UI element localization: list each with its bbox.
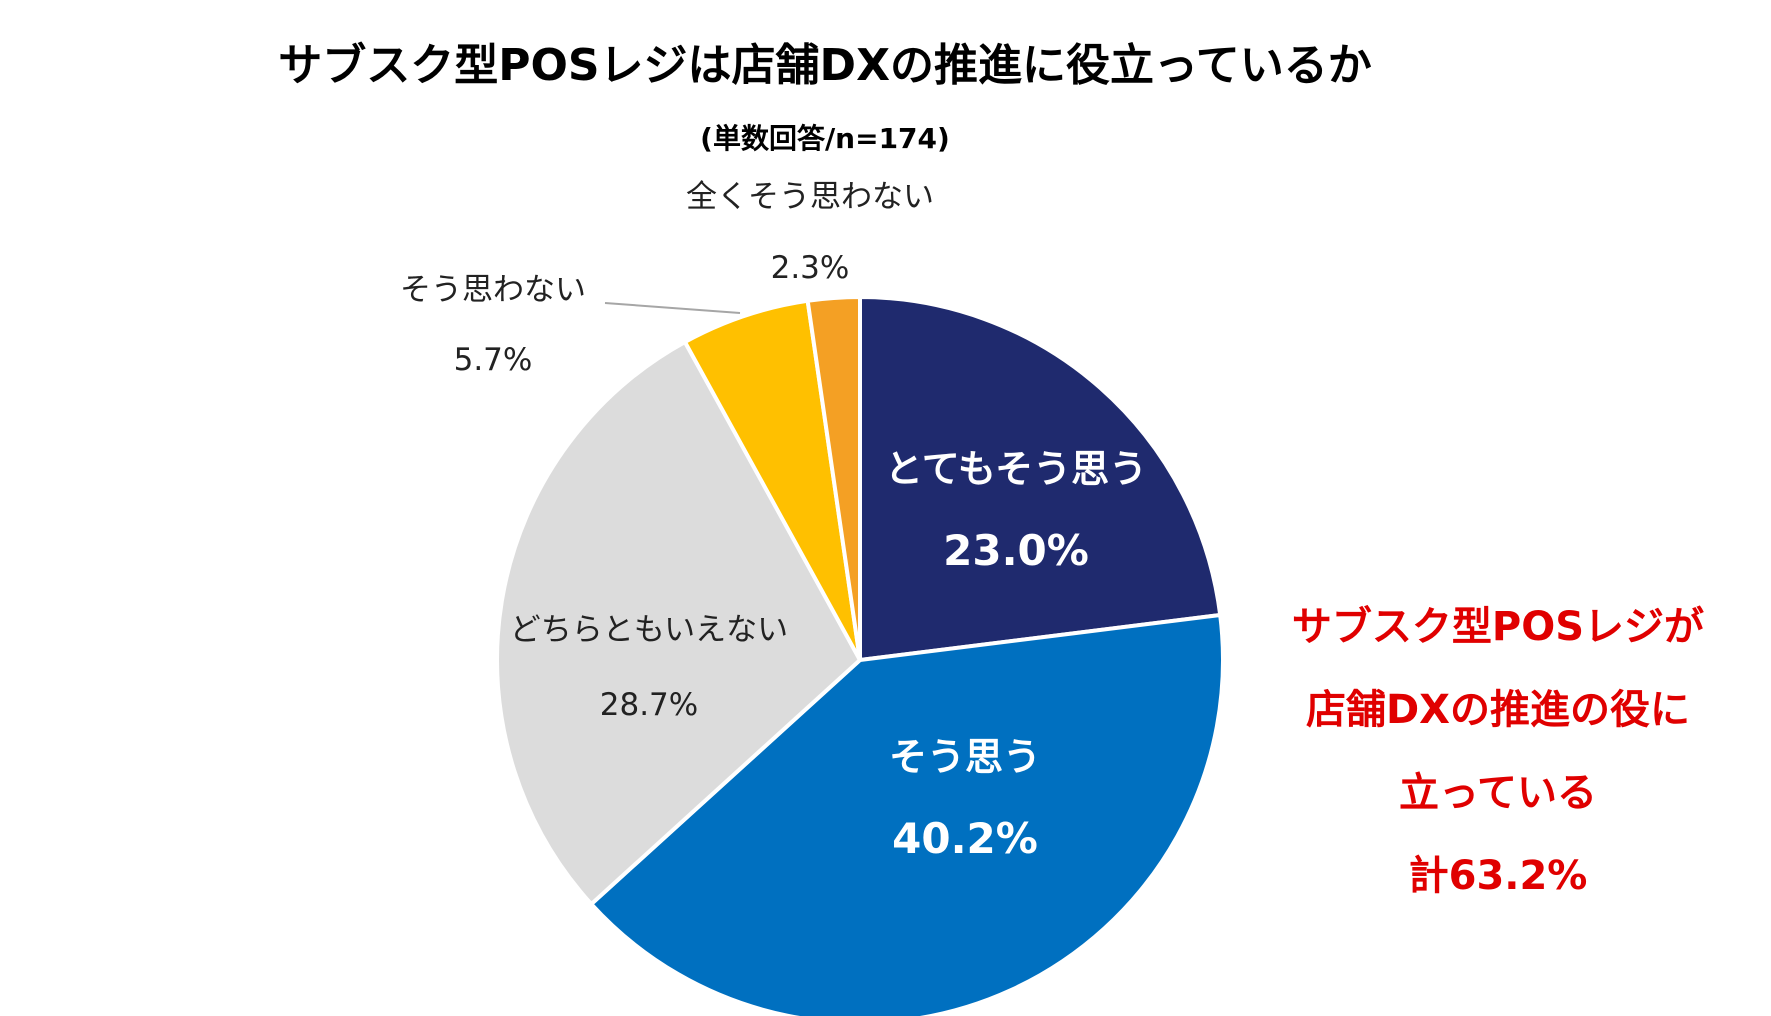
slice-value-label: 5.7% [454,342,533,378]
chart-subtitle: (単数回答/n=174) [700,122,950,155]
slice-label: そう思わない [400,272,586,308]
slice-label: どちらともいえない [510,612,788,648]
slice-label: とてもそう思う [885,447,1147,491]
slice-label: 全くそう思わない [686,179,934,215]
pie-slice [805,294,862,661]
leader-line [604,302,741,314]
slice-value-label: 2.3% [771,250,850,286]
leader-lines [604,302,741,314]
pie-slices [495,294,1225,1016]
pie-slice [495,339,863,907]
annotation-line: 計63.2% [1409,853,1588,899]
slice-value-label: 23.0% [943,526,1089,575]
annotation-line: 立っている [1399,770,1597,816]
pie-slice [858,294,1223,663]
annotation-line: 店舗DXの推進の役に [1306,687,1690,733]
pie-slice [588,612,1225,1016]
pie-slice [682,298,862,661]
annotation-line: サブスク型POSレジが [1292,604,1704,650]
slice-value-label: 28.7% [600,687,698,723]
slice-value-label: 40.2% [892,814,1038,863]
slice-label: そう思う [889,735,1041,779]
slice-labels: とてもそう思う 23.0% そう思う 40.2% どちらともいえない 28.7% そう思わな… [400,179,1147,863]
chart-title: サブスク型POSレジは店舗DXの推進に役立っているか [278,40,1372,91]
